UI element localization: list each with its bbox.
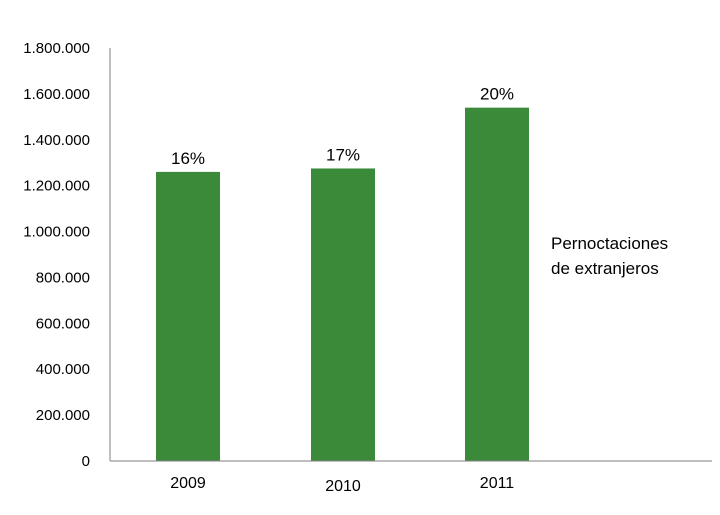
bar-2010	[311, 168, 375, 462]
y-tick-label: 1.000.000	[23, 224, 90, 241]
data-label-2009: 16%	[171, 149, 205, 168]
data-label-2010: 17%	[326, 145, 360, 164]
y-tick-label: 600.000	[36, 315, 90, 332]
x-tick-label-2009: 2009	[170, 475, 206, 492]
y-tick-label: 0	[82, 453, 90, 470]
y-tick-label: 400.000	[36, 361, 90, 378]
y-tick-label: 800.000	[36, 269, 90, 286]
y-axis-ticks: 0 200.000 400.000 600.000 800.000 1.000.000 1.…	[23, 40, 90, 470]
bars	[156, 107, 529, 462]
y-tick-label: 1.800.000	[23, 40, 90, 57]
legend-label-line-1: Pernoctaciones	[551, 234, 668, 253]
bar-2009	[156, 171, 220, 461]
y-tick-label: 1.600.000	[23, 86, 90, 103]
bar-2011	[465, 107, 529, 462]
x-axis-ticks: 2009 2010 2011	[170, 475, 514, 495]
y-tick-label: 1.200.000	[23, 178, 90, 195]
data-labels: 16% 17% 20%	[171, 85, 514, 168]
y-tick-label: 1.400.000	[23, 132, 90, 149]
legend-label-line-2: de extranjeros	[551, 259, 659, 278]
legend: Pernoctaciones de extranjeros	[551, 234, 668, 278]
y-tick-label: 200.000	[36, 407, 90, 424]
x-tick-label-2010: 2010	[325, 478, 361, 495]
x-tick-label-2011: 2011	[480, 475, 515, 492]
data-label-2011: 20%	[480, 85, 514, 104]
